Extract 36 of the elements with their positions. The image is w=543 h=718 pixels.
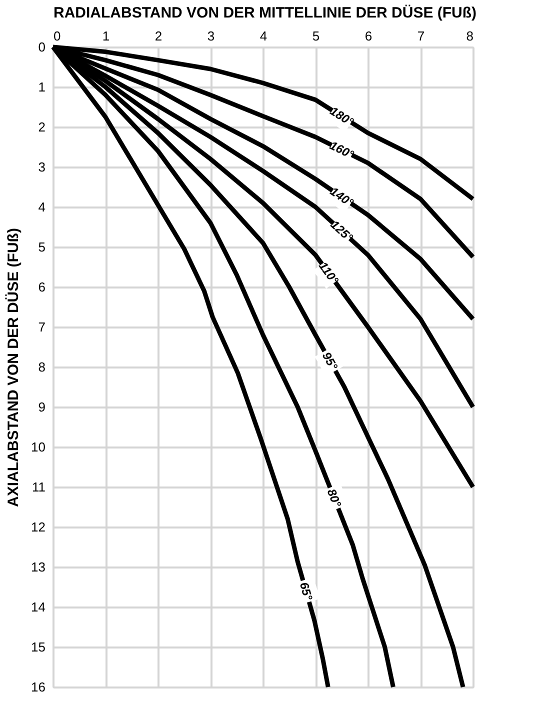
- y-tick-label: 5: [38, 240, 46, 254]
- x-tick-label: 1: [102, 28, 110, 44]
- y-tick-label: 10: [31, 440, 46, 454]
- x-tick-label: 4: [260, 28, 268, 44]
- text: 125°: [328, 217, 356, 245]
- x-tick-label: 5: [312, 28, 320, 44]
- y-tick-label: 3: [38, 160, 46, 174]
- y-tick-label: 9: [38, 400, 46, 414]
- y-tick-label: 12: [31, 520, 46, 534]
- x-tick-label: 8: [466, 28, 474, 44]
- text: 140°: [328, 184, 356, 210]
- y-tick-label: 14: [31, 600, 46, 614]
- y-tick-label: 2: [38, 120, 46, 134]
- x-tick-label: 0: [54, 28, 61, 44]
- x-tick-label: 6: [364, 28, 372, 44]
- y-tick-label: 13: [31, 560, 46, 574]
- text: 160°: [328, 138, 356, 162]
- x-tick-label: 3: [207, 28, 215, 44]
- y-tick-label: 16: [31, 680, 46, 694]
- x-tick-label: 7: [417, 28, 425, 44]
- y-tick-label: 1: [38, 80, 46, 94]
- y-tick-label: 0: [38, 40, 46, 54]
- x-axis-title: RADIALABSTAND VON DER MITTELLINIE DER DÜSE (FUß): [54, 4, 477, 22]
- text: 65°: [296, 580, 316, 602]
- text: 80°: [324, 486, 344, 510]
- y-axis-title: AXIALABSTAND VON DER DÜSE (FUß): [5, 228, 22, 507]
- y-tick-label: 15: [31, 640, 46, 654]
- text: 180°: [328, 104, 356, 130]
- x-tick-label: 2: [154, 28, 162, 44]
- y-tick-label: 11: [32, 480, 46, 494]
- y-tick-label: 6: [38, 280, 46, 294]
- y-tick-label: 7: [38, 320, 46, 334]
- y-tick-label: 4: [38, 200, 46, 214]
- y-tick-label: 8: [38, 360, 46, 374]
- text: 95°: [319, 350, 341, 372]
- text: 110°: [316, 259, 342, 287]
